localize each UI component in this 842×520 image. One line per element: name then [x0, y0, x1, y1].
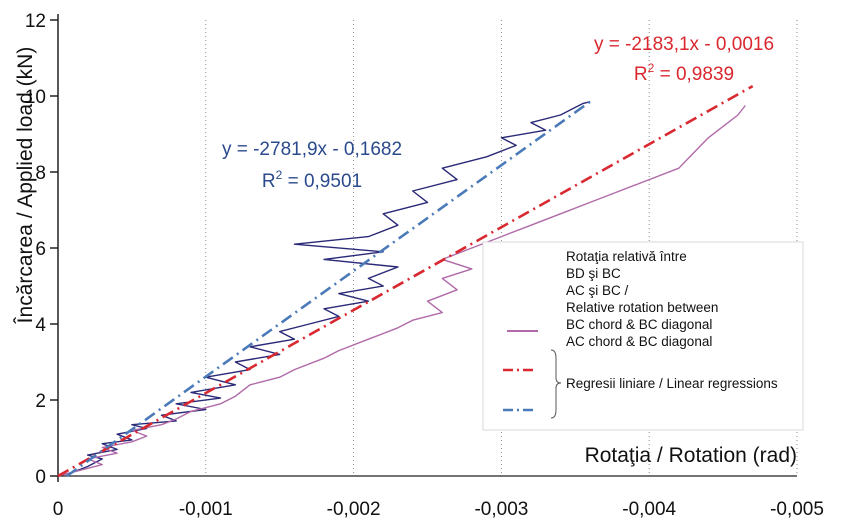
legend-line-2: BD şi BC: [566, 266, 621, 281]
legend: Rotaţia relativă între BD şi BC AC şi BC…: [482, 241, 804, 431]
y-tick-label-5: 10: [25, 87, 46, 108]
legend-brace: [550, 349, 562, 419]
series-reg_blue: [66, 100, 591, 478]
x-tick-label-2: -0,002: [327, 499, 381, 520]
y-tick-label-1: 2: [35, 391, 46, 412]
equation-blue-line1: y = -2781,9x - 0,1682: [222, 139, 402, 160]
y-tick-label-2: 4: [35, 315, 46, 336]
series-ac_bc: [57, 105, 746, 477]
y-axis-title: Încărcarea / Applied load (kN): [14, 47, 37, 325]
legend-box: [482, 241, 804, 431]
series-bd_bc: [57, 101, 591, 477]
equation-red-line1: y = -2183,1x - 0,0016: [594, 34, 774, 55]
y-tick-label-0: 0: [35, 467, 46, 488]
legend-line-6: AC chord & BC diagonal: [566, 334, 712, 349]
equation-red-r2: R2 = 0,9839: [634, 61, 734, 85]
x-tick-label-4: -0,004: [622, 499, 676, 520]
y-tick-label-3: 6: [35, 239, 46, 260]
equation-blue: y = -2781,9x - 0,1682 R2 = 0,9501: [222, 139, 402, 192]
x-tick-label-0: 0: [53, 499, 64, 520]
legend-line-4: Relative rotation between: [566, 300, 718, 315]
legend-line-1: Rotaţia relativă între: [566, 249, 687, 264]
y-tick-label-6: 12: [25, 11, 46, 32]
legend-line-5: BC chord & BC diagonal: [566, 317, 712, 332]
series-layer: [57, 84, 754, 478]
legend-regression-label: Regresii liniare / Linear regressions: [566, 376, 778, 391]
x-axis-title: Rotaţia / Rotation (rad): [585, 444, 797, 467]
axes: [50, 14, 797, 482]
x-tick-label-3: -0,003: [474, 499, 528, 520]
y-tick-label-4: 8: [35, 163, 46, 184]
equation-red: y = -2183,1x - 0,0016 R2 = 0,9839: [594, 34, 774, 85]
x-tick-label-1: -0,001: [179, 499, 233, 520]
tick-labels: 0 2 4 6 8 10 12 0 -0,001 -0,002 -0,003 -0,004 -0,005: [25, 11, 824, 520]
equation-blue-r2: R2 = 0,9501: [262, 168, 362, 192]
legend-line-3: AC şi BC /: [566, 283, 629, 298]
x-tick-label-5: -0,005: [770, 499, 824, 520]
